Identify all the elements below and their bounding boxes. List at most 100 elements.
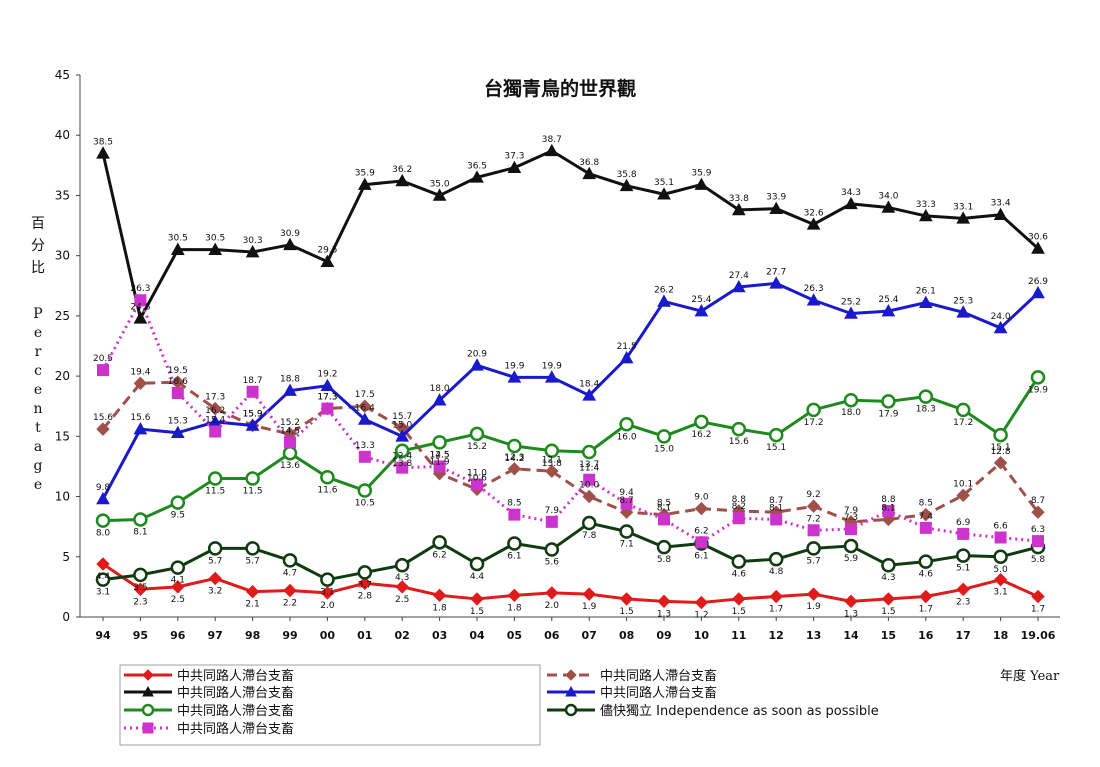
data-point: [957, 527, 970, 540]
data-label: 21.5: [617, 342, 637, 352]
data-label: 8.7: [619, 496, 633, 506]
data-label: 2.3: [956, 597, 970, 607]
data-point: [282, 445, 298, 461]
data-label: 15.2: [280, 418, 300, 428]
data-point: [582, 587, 596, 601]
legend-swatch-marker: [565, 669, 577, 681]
series-line: [102, 562, 1039, 605]
x-tick-label: 95: [133, 629, 148, 642]
y-tick-label: 0: [62, 610, 70, 624]
data-label: 1.5: [470, 607, 484, 617]
data-point: [357, 565, 373, 580]
data-label: 11.0: [467, 469, 487, 479]
data-point: [320, 470, 335, 485]
data-point: [469, 556, 485, 572]
data-point: [732, 592, 746, 606]
data-label: 13.7: [579, 460, 599, 470]
y-tick-label: 45: [55, 68, 70, 82]
data-point: [170, 242, 185, 255]
data-label: 4.3: [881, 573, 895, 583]
data-point: [208, 571, 222, 586]
data-label: 11.9: [430, 458, 450, 468]
x-tick-label: 98: [245, 629, 260, 642]
data-label: 18.6: [168, 377, 188, 387]
data-label: 4.4: [96, 572, 111, 582]
data-label: 38.7: [542, 135, 562, 145]
data-point: [656, 429, 672, 444]
data-point: [918, 295, 933, 308]
data-point: [843, 538, 859, 554]
data-point: [432, 535, 447, 550]
data-label: 33.3: [916, 200, 936, 210]
data-label: 15.1: [766, 443, 786, 453]
data-label: 10.0: [579, 481, 599, 491]
data-point: [395, 429, 410, 442]
data-point: [432, 393, 447, 406]
data-label: 26.9: [1028, 277, 1048, 287]
data-point: [993, 427, 1008, 443]
data-point: [544, 443, 560, 459]
data-point: [507, 588, 522, 603]
data-point: [471, 478, 483, 491]
data-point: [95, 572, 111, 587]
data-label: 4.4: [470, 572, 485, 582]
data-point: [994, 531, 1007, 544]
legend-label: 中共同路人滯台支畜: [600, 668, 717, 684]
x-tick-label: 99: [282, 629, 297, 642]
data-label: 24.8: [130, 302, 150, 312]
data-label: 1.8: [432, 603, 447, 613]
data-point: [358, 450, 371, 463]
data-label: 35.8: [617, 170, 637, 180]
data-label: 35.1: [654, 178, 674, 188]
data-label: 26.3: [130, 284, 150, 294]
data-label: 1.3: [657, 609, 671, 619]
data-point: [769, 201, 784, 214]
data-point: [133, 567, 148, 583]
data-label: 15.3: [168, 417, 188, 427]
data-label: 12.5: [430, 450, 450, 460]
data-label: 3.1: [320, 588, 334, 598]
data-label: 20.5: [93, 354, 113, 364]
y-tick-label: 10: [55, 490, 70, 504]
data-point: [394, 443, 410, 459]
data-label: 5.1: [956, 564, 970, 574]
data-label: 15.6: [93, 413, 113, 423]
data-point: [993, 320, 1008, 334]
data-point: [171, 580, 185, 594]
data-label: 2.1: [245, 600, 259, 610]
data-point: [283, 383, 297, 396]
x-tick-label: 03: [432, 629, 447, 642]
data-label: 30.9: [280, 229, 300, 239]
data-label: 18.0: [430, 384, 450, 394]
data-label: 10.5: [355, 499, 375, 509]
legend-item: 中共同路人滯台支畜: [547, 685, 717, 701]
data-label: 15.0: [392, 420, 412, 430]
data-label: 27.4: [729, 271, 749, 281]
y-axis-label-char: t: [35, 420, 41, 436]
data-point: [918, 554, 934, 569]
data-point: [919, 521, 932, 534]
data-label: 5.7: [806, 556, 820, 566]
x-tick-label: 06: [544, 629, 560, 642]
data-label: 34.3: [841, 188, 861, 198]
legend-label: 儘快獨立 Independence as soon as possible: [600, 704, 879, 719]
data-point: [695, 536, 708, 549]
y-tick-label: 20: [55, 369, 70, 383]
data-point: [544, 542, 560, 557]
data-point: [581, 515, 597, 531]
data-label: 8.5: [657, 499, 671, 509]
data-point: [470, 358, 484, 371]
data-label: 26.1: [916, 287, 936, 297]
data-label: 25.4: [878, 295, 898, 305]
data-point: [844, 594, 858, 609]
chart-title: 台獨青鳥的世界觀: [484, 77, 636, 100]
data-point: [544, 143, 559, 157]
x-tick-label: 14: [843, 629, 859, 642]
data-point: [432, 588, 447, 603]
data-label: 5.6: [545, 558, 560, 568]
data-point: [694, 304, 709, 317]
data-label: 20.9: [467, 349, 487, 359]
data-label: 10.6: [467, 473, 487, 483]
